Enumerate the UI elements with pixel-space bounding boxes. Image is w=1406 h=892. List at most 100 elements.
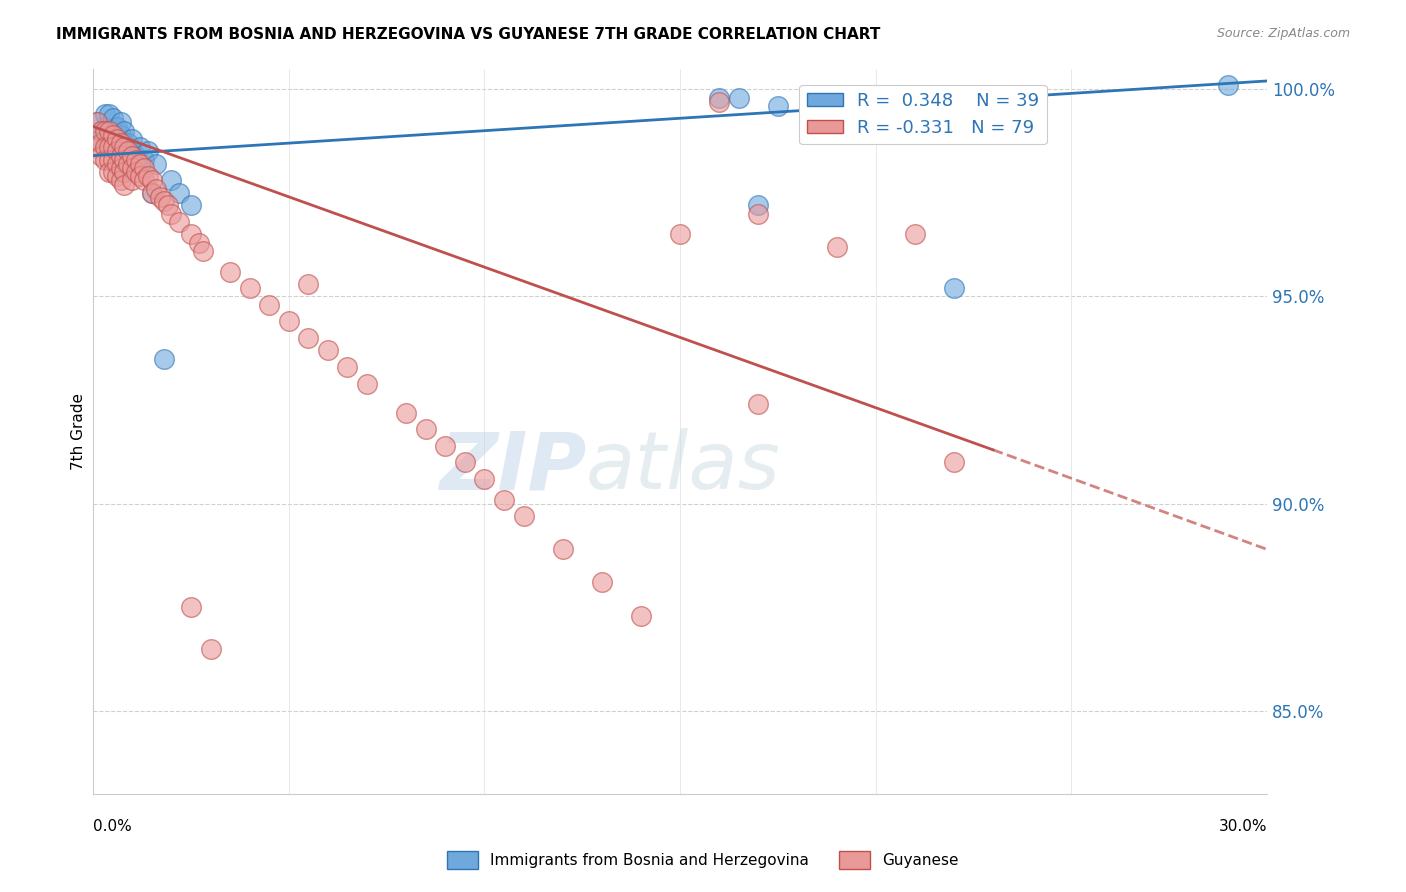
Point <box>551 542 574 557</box>
Point <box>129 169 152 184</box>
Point <box>180 600 202 615</box>
Point <box>1216 78 1239 92</box>
Point <box>121 173 143 187</box>
Text: ZIP: ZIP <box>439 428 586 507</box>
Point <box>512 509 534 524</box>
Point <box>160 173 183 187</box>
Point <box>114 148 136 162</box>
Point <box>239 281 262 295</box>
Point <box>110 140 132 154</box>
Point <box>114 178 136 192</box>
Point <box>105 157 128 171</box>
Point <box>110 115 132 129</box>
Point <box>152 194 174 209</box>
Point <box>121 148 143 162</box>
Point <box>454 455 477 469</box>
Y-axis label: 7th Grade: 7th Grade <box>72 392 86 470</box>
Point <box>117 136 139 150</box>
Point <box>105 132 128 146</box>
Point <box>297 331 319 345</box>
Point <box>117 145 139 159</box>
Point <box>492 492 515 507</box>
Point <box>101 153 124 167</box>
Text: 30.0%: 30.0% <box>1219 819 1267 834</box>
Point <box>114 140 136 154</box>
Legend: R =  0.348    N = 39, R = -0.331   N = 79: R = 0.348 N = 39, R = -0.331 N = 79 <box>800 85 1046 145</box>
Point <box>747 206 769 220</box>
Point <box>156 198 179 212</box>
Point <box>707 90 730 104</box>
Point <box>94 153 117 167</box>
Point <box>121 145 143 159</box>
Text: Source: ZipAtlas.com: Source: ZipAtlas.com <box>1216 27 1350 40</box>
Point <box>101 112 124 126</box>
Point <box>141 186 163 200</box>
Point <box>110 173 132 187</box>
Point <box>727 90 749 104</box>
Point <box>110 128 132 142</box>
Point <box>101 165 124 179</box>
Point <box>86 115 108 129</box>
Point <box>200 641 222 656</box>
Point <box>114 153 136 167</box>
Point <box>110 136 132 150</box>
Point <box>117 153 139 167</box>
Point <box>415 422 437 436</box>
Text: IMMIGRANTS FROM BOSNIA AND HERZEGOVINA VS GUYANESE 7TH GRADE CORRELATION CHART: IMMIGRANTS FROM BOSNIA AND HERZEGOVINA V… <box>56 27 880 42</box>
Point <box>167 215 190 229</box>
Point <box>591 575 613 590</box>
Point <box>395 405 418 419</box>
Point <box>180 198 202 212</box>
Point <box>105 145 128 159</box>
Point <box>747 198 769 212</box>
Point <box>152 351 174 366</box>
Point <box>766 99 789 113</box>
Point <box>90 124 112 138</box>
Point <box>94 120 117 134</box>
Point <box>434 439 457 453</box>
Point <box>114 165 136 179</box>
Point <box>97 140 120 154</box>
Point <box>97 107 120 121</box>
Point <box>630 608 652 623</box>
Point <box>121 161 143 175</box>
Point <box>94 124 117 138</box>
Point <box>219 264 242 278</box>
Point <box>145 182 167 196</box>
Point <box>101 128 124 142</box>
Point <box>316 343 339 358</box>
Point <box>136 145 159 159</box>
Text: 0.0%: 0.0% <box>93 819 132 834</box>
Point <box>707 95 730 109</box>
Point <box>117 157 139 171</box>
Point <box>942 455 965 469</box>
Point <box>132 173 155 187</box>
Point <box>105 145 128 159</box>
Point <box>132 161 155 175</box>
Point <box>132 153 155 167</box>
Point <box>86 115 108 129</box>
Point <box>141 186 163 200</box>
Point <box>297 277 319 291</box>
Point <box>101 132 124 146</box>
Point <box>356 376 378 391</box>
Point <box>97 153 120 167</box>
Point <box>125 148 148 162</box>
Point <box>121 132 143 146</box>
Point <box>149 190 172 204</box>
Point <box>336 359 359 374</box>
Point <box>125 165 148 179</box>
Point <box>669 227 692 242</box>
Point <box>97 165 120 179</box>
Point <box>94 140 117 154</box>
Point <box>191 244 214 258</box>
Point <box>97 124 120 138</box>
Point <box>129 140 152 154</box>
Point <box>257 298 280 312</box>
Point <box>94 107 117 121</box>
Legend: Immigrants from Bosnia and Herzegovina, Guyanese: Immigrants from Bosnia and Herzegovina, … <box>441 845 965 875</box>
Point <box>101 124 124 138</box>
Point <box>90 132 112 146</box>
Point <box>167 186 190 200</box>
Point <box>90 148 112 162</box>
